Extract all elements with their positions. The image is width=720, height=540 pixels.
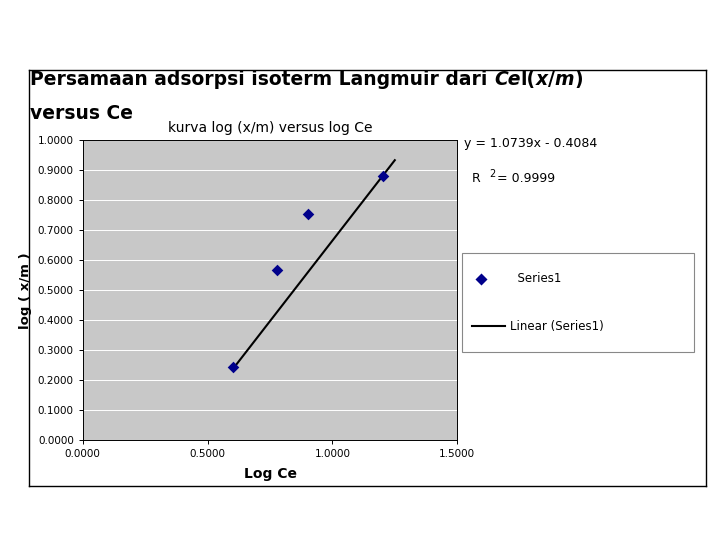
Point <box>228 363 239 372</box>
Point <box>302 210 314 219</box>
Text: Series1: Series1 <box>510 272 562 285</box>
Text: Linear (Series1): Linear (Series1) <box>510 320 604 333</box>
Text: l(: l( <box>521 70 536 89</box>
Text: Ce: Ce <box>494 70 521 89</box>
Point <box>271 266 283 274</box>
Text: m: m <box>554 70 574 89</box>
Y-axis label: log ( x/m ): log ( x/m ) <box>19 252 32 328</box>
Text: = 0.9999: = 0.9999 <box>497 172 555 185</box>
Text: ): ) <box>574 70 582 89</box>
Text: PEMBAHASAN: PEMBAHASAN <box>91 17 355 50</box>
Text: 2: 2 <box>490 170 496 179</box>
FancyBboxPatch shape <box>462 253 693 352</box>
Text: x: x <box>536 70 548 89</box>
X-axis label: Log Ce: Log Ce <box>243 468 297 482</box>
Text: y = 1.0739x - 0.4084: y = 1.0739x - 0.4084 <box>464 137 598 150</box>
Text: versus Ce: versus Ce <box>30 104 133 123</box>
Text: Persamaan adsorpsi isoterm Langmuir dari: Persamaan adsorpsi isoterm Langmuir dari <box>30 70 494 89</box>
Text: /: / <box>548 70 554 89</box>
Text: ADSORPSI: ADSORPSI <box>21 508 77 518</box>
Point <box>377 172 389 180</box>
Text: R: R <box>472 172 480 185</box>
Title: kurva log (x/m) versus log Ce: kurva log (x/m) versus log Ce <box>168 121 372 135</box>
